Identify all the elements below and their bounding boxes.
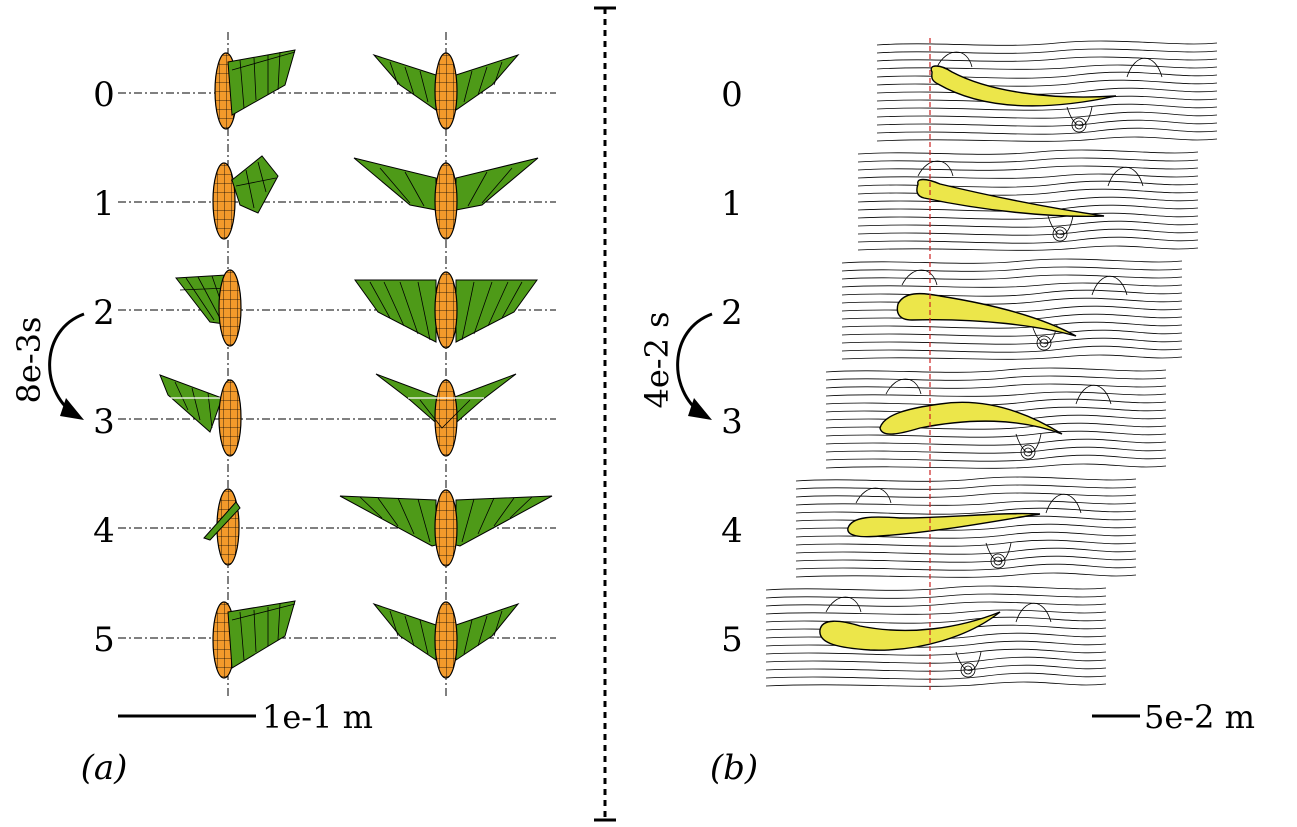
panel-a-scale-label: 1e-1 m: [262, 698, 373, 736]
panel-b-frame-0: 0: [721, 75, 743, 115]
panel-a-arrow-head: [60, 398, 84, 420]
insect-front-5: [372, 601, 520, 679]
insect-side-5: [212, 600, 296, 679]
frame-guide-lines: [118, 92, 556, 639]
insect-front-1: [353, 157, 539, 240]
flow-field-1: [857, 145, 1199, 257]
wing-section-4: [847, 512, 1041, 538]
panel-b-arrow-head: [688, 398, 712, 420]
panel-b: 0 1 2 3 4 5 4e-2 s 5e-2 m (b): [638, 36, 1255, 788]
panel-b-frame-2: 2: [721, 293, 743, 333]
panel-b-label: (b): [710, 748, 758, 788]
panel-a-time-arrow: [48, 312, 85, 416]
panel-b-frame-1: 1: [721, 184, 743, 224]
insect-side-3: [159, 374, 242, 457]
wing-section-1: [916, 178, 1105, 217]
panel-b-time-arrow: [676, 312, 713, 416]
insect-side-2: [175, 269, 242, 347]
panel-a-frame-2: 2: [93, 293, 115, 333]
panel-a-time-label: 8e-3s: [10, 317, 48, 404]
insect-front-4: [339, 489, 553, 567]
panel-a-frame-0: 0: [93, 75, 115, 115]
panel-a-frame-1: 1: [93, 184, 115, 224]
wing-section-0: [930, 65, 1117, 107]
panel-b-time-label: 4e-2 s: [638, 311, 676, 408]
wing-section-2: [896, 292, 1077, 337]
flow-field-2: [841, 254, 1183, 366]
insect-front-3: [375, 373, 517, 457]
wing-section-3: [879, 401, 1063, 435]
insect-front-0: [372, 52, 520, 130]
panel-a-frame-5: 5: [93, 620, 115, 660]
panel-a: 0 1 2 3 4 5: [10, 32, 556, 788]
panel-divider: [594, 6, 616, 822]
panel-b-scale-label: 5e-2 m: [1144, 698, 1255, 736]
panel-a-frame-3: 3: [93, 402, 115, 442]
flow-field-4: [795, 472, 1137, 584]
panel-a-label: (a): [81, 748, 128, 788]
wing-section-5: [819, 611, 1001, 651]
insect-side-1: [212, 155, 279, 240]
insect-side-0: [214, 49, 296, 130]
flow-field-0: [876, 36, 1218, 148]
panel-b-frame-3: 3: [721, 402, 743, 442]
panel-b-frame-5: 5: [721, 620, 743, 660]
panel-a-frame-4: 4: [93, 511, 115, 551]
panel-b-frame-4: 4: [721, 511, 743, 551]
insect-front-2: [354, 271, 538, 349]
insect-side-4: [203, 488, 241, 566]
